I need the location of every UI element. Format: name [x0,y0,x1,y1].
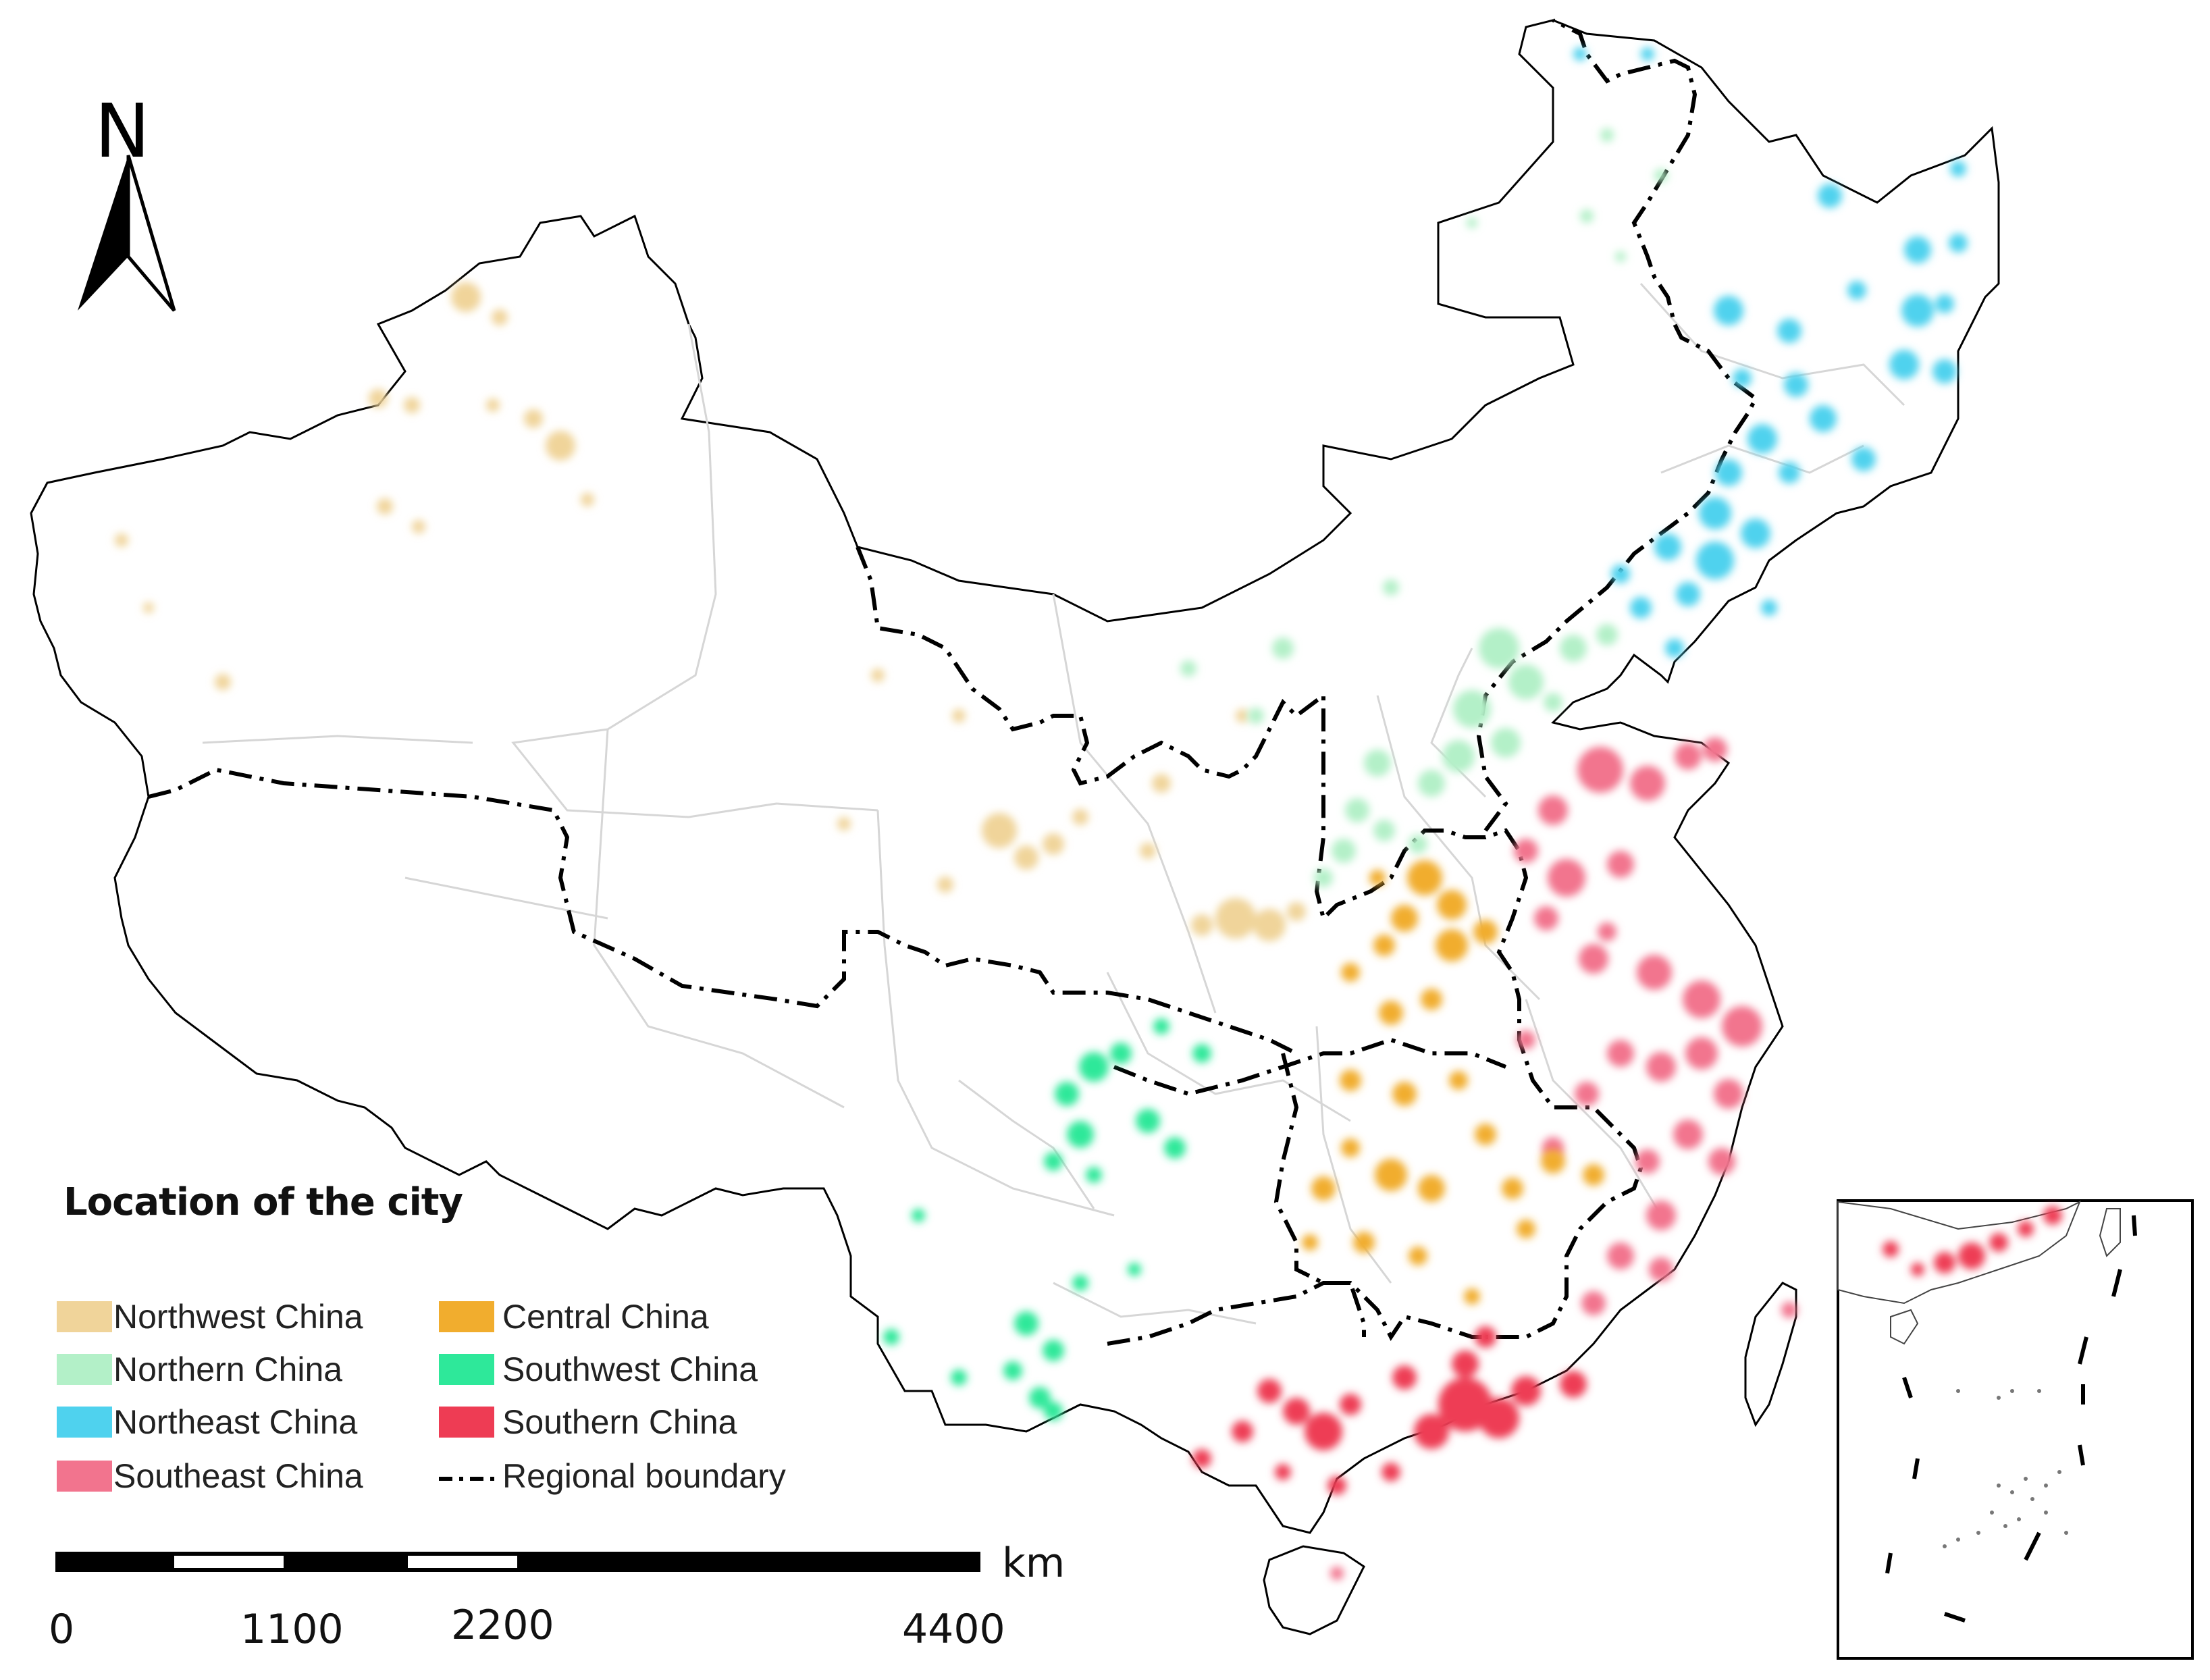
regional-boundaries [148,18,1758,1346]
legend-item-northern: Northern China [57,1349,342,1390]
legend-item-northwest: Northwest China [57,1296,363,1337]
legend-label-northwest: Northwest China [113,1298,363,1336]
south-china-sea-inset [1837,1199,2194,1660]
legend-label-northern: Northern China [113,1350,343,1388]
legend-item-central: Central China [439,1296,709,1337]
legend-line-placeholder [439,1461,494,1492]
city-clusters-southeast [1330,737,1797,1580]
legend-item-southern: Southern China [439,1402,737,1442]
legend-label-central: Central China [502,1298,709,1336]
legend-title: Location of the city [63,1180,463,1224]
province-boundaries [202,282,1905,1325]
legend-swatch-southwest [439,1354,494,1385]
legend-swatch-northern [57,1354,112,1385]
hainan-outline [1263,1545,1365,1635]
legend-swatch-northeast [57,1407,112,1438]
china-outline [30,19,2000,1534]
legend-label-southern: Southern China [502,1403,737,1441]
city-clusters-central [1302,860,1604,1305]
city-clusters-southern [1192,1326,1587,1495]
scale-bar [55,1552,980,1572]
legend-swatch-southern [439,1407,494,1438]
legend-item-southeast: Southeast China [57,1456,363,1496]
city-clusters-southwest [883,1018,1211,1421]
north-arrow-icon [78,155,176,312]
city-clusters-northwest [115,282,1306,941]
legend-swatch-southeast [57,1461,112,1492]
city-clusters-northern [1180,128,1668,887]
legend-swatch-central [439,1301,494,1332]
scale-bar-tick-2200: 2200 [451,1602,554,1649]
north-label: N [95,88,151,174]
legend-label-southwest: Southwest China [502,1350,758,1388]
taiwan-outline [1744,1282,1797,1427]
scale-bar-tick-4400: 4400 [902,1606,1005,1653]
legend-item-southwest: Southwest China [439,1349,758,1390]
legend-label-northeast: Northeast China [113,1403,358,1441]
legend-label-regional-boundary: Regional boundary [502,1457,786,1495]
scale-bar-tick-1100: 1100 [240,1606,344,1653]
scale-bar-tick-0: 0 [49,1606,75,1653]
legend-item-regional-boundary: Regional boundary [439,1456,786,1496]
legend-swatch-northwest [57,1301,112,1332]
legend-item-northeast: Northeast China [57,1402,357,1442]
scale-bar-unit: km [1002,1540,1065,1587]
legend-label-southeast: Southeast China [113,1457,363,1495]
city-clusters-northeast [1573,47,1968,658]
